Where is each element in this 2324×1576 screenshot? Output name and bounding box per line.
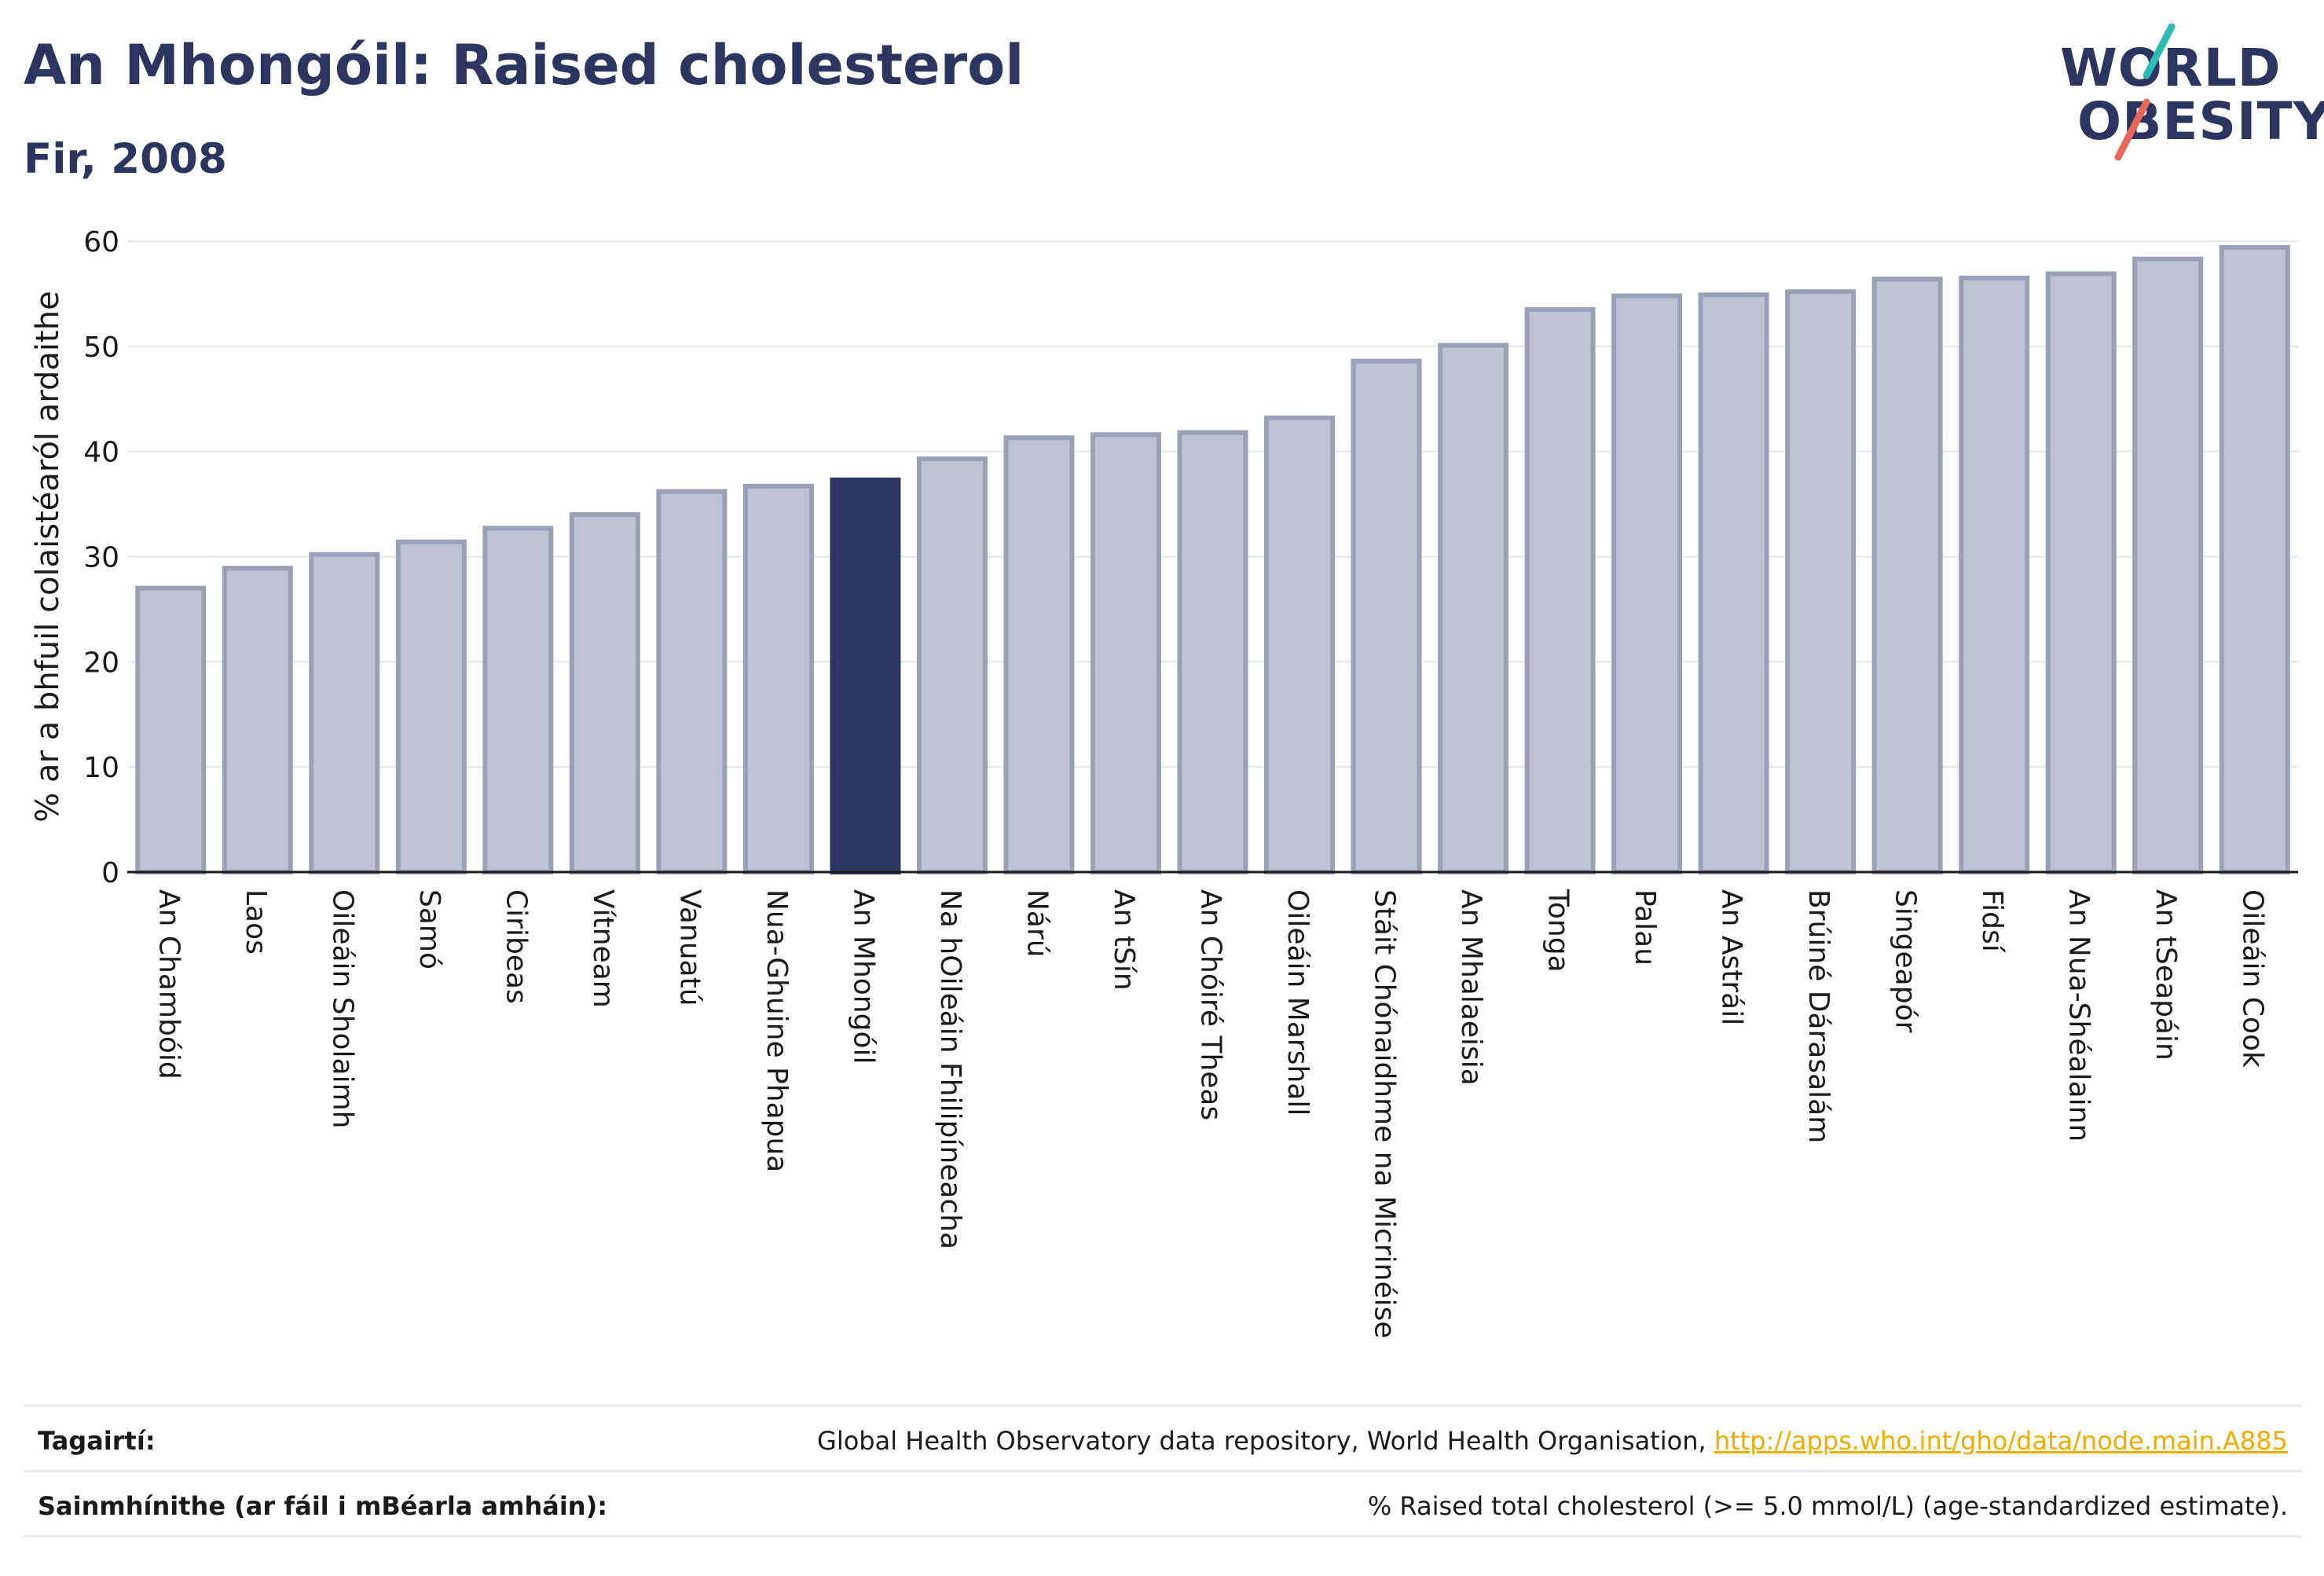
y-tick-label: 30 [83, 542, 119, 574]
bar [1524, 306, 1596, 875]
bar [1871, 277, 1943, 874]
bar [656, 489, 728, 874]
x-tick-label: Oileáin Cook [2237, 889, 2269, 1068]
world-obesity-logo: WORLD OBESITY [2035, 24, 2324, 165]
bar [2132, 256, 2204, 875]
references-value: Global Health Observatory data repositor… [817, 1426, 2288, 1456]
x-tick-label: Vanuatú [673, 889, 706, 1006]
y-tick-labels: 0 10 20 30 40 50 60 [83, 226, 119, 889]
x-tick-label: Brúiné Dárasalám [1802, 889, 1835, 1143]
y-tick-label: 0 [101, 857, 119, 889]
logo-slash-icon [2114, 24, 2176, 161]
y-tick-label: 50 [83, 332, 119, 364]
x-tick-label: An Mhalaeisia [1455, 889, 1487, 1086]
x-tick-label: Stáit Chónaidhme na Micrinéise [1369, 889, 1401, 1339]
x-tick-label: Fidsí [1976, 889, 2008, 953]
x-tick-label: Oileáin Sholaimh [326, 889, 358, 1128]
bar [2045, 271, 2117, 874]
bar [916, 456, 988, 874]
bar-chart: 0 10 20 30 40 50 60 An Chambóid Laos Oileáin Sho… [30, 226, 2298, 1339]
x-tick-label: Singeapór [1890, 889, 1922, 1033]
x-tick-label: An Nua-Shéalainn [2063, 889, 2095, 1142]
bar [2219, 245, 2290, 874]
definitions-row: Sainmhínithe (ar fáil i mBéarla amháin):… [24, 1470, 2302, 1535]
bar [1698, 292, 1769, 874]
bar [742, 483, 814, 874]
references-row: Tagairtí: Global Health Observatory data… [24, 1405, 2302, 1470]
x-tick-label: An tSeapáin [2150, 889, 2182, 1061]
x-tick-label: Na hOileáin Fhilipíneacha [934, 889, 966, 1249]
bar [1959, 275, 2030, 874]
references-label: Tagairtí: [38, 1426, 156, 1456]
bar [135, 585, 207, 875]
references-text: Global Health Observatory data repositor… [817, 1426, 1714, 1456]
footer-divider [24, 1535, 2302, 1538]
definitions-value: % Raised total cholesterol (>= 5.0 mmol/… [1367, 1491, 2288, 1521]
bars [135, 245, 2290, 875]
bar [482, 526, 554, 874]
x-tick-label: Nárú [1021, 889, 1053, 958]
y-axis-label: % ar a bhfuil colaistéaról ardaithe [30, 291, 66, 822]
bar [1785, 289, 1857, 874]
logo-line-1: WORLD [2060, 38, 2282, 98]
x-tick-label: An Astráil [1716, 889, 1748, 1025]
bar [1003, 435, 1075, 874]
x-tick-label: An Mhongóil [847, 889, 879, 1065]
x-tick-label: Oileáin Marshall [1281, 889, 1314, 1116]
x-tick-label: An Chóiré Theas [1195, 889, 1227, 1120]
x-tick-label: Samó [413, 889, 445, 969]
x-tick-label: Nua-Ghuine Phapua [761, 889, 793, 1172]
x-tick-label: Laos [240, 889, 272, 955]
definitions-label: Sainmhínithe (ar fáil i mBéarla amháin): [38, 1491, 607, 1521]
y-tick-label: 10 [83, 752, 119, 784]
y-tick-label: 60 [83, 226, 119, 258]
x-tick-labels: An Chambóid Laos Oileáin Sholaimh Samó Cirib… [152, 889, 2268, 1339]
bar [1438, 343, 1509, 874]
x-tick-label: Tonga [1542, 889, 1574, 973]
references-link[interactable]: http://apps.who.int/gho/data/node.main.A… [1714, 1426, 2288, 1456]
x-tick-label: Ciribeas [500, 889, 532, 1004]
bar [569, 511, 640, 874]
x-tick-label: Palau [1629, 889, 1661, 966]
bar [395, 539, 467, 874]
bar [1611, 293, 1683, 874]
x-tick-label: An Chambóid [152, 889, 185, 1079]
bar [1264, 415, 1336, 874]
bar [830, 477, 901, 875]
x-tick-label: An tSín [1108, 889, 1140, 991]
bar [1351, 358, 1422, 874]
y-tick-label: 40 [83, 437, 119, 469]
chart-subtitle: Fir, 2008 [24, 135, 227, 183]
bar [1090, 432, 1161, 874]
x-tick-label: Vítneam [587, 889, 619, 1008]
logo-line-2: OBESITY [2077, 91, 2324, 152]
bar [1177, 430, 1248, 874]
chart-title: An Mhongóil: Raised cholesterol [24, 33, 1025, 97]
bar [309, 552, 380, 874]
bar [222, 566, 293, 874]
y-tick-label: 20 [83, 647, 119, 679]
